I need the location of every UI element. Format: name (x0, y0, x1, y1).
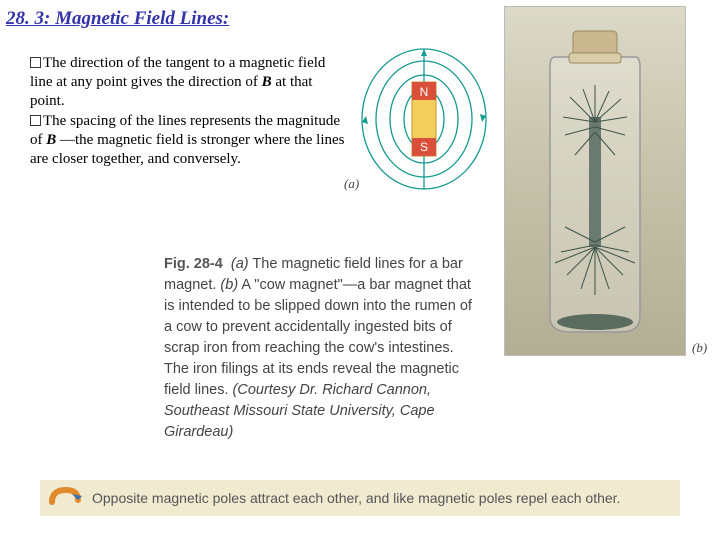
bullet-2: The spacing of the lines represents the … (30, 112, 350, 168)
footer-text: Opposite magnetic poles attract each oth… (92, 490, 620, 506)
bullet-box-icon (30, 115, 41, 126)
caption-body-b: A "cow magnet"—a bar magnet that is inte… (164, 277, 472, 398)
body-text: The direction of the tangent to a magnet… (30, 54, 350, 171)
field-line-diagram: N S (354, 44, 494, 194)
bullet-2-post: —the magnetic field is stronger where th… (30, 132, 345, 167)
bullet-2-bold: B (46, 132, 56, 148)
subfigure-label-b: (b) (692, 340, 707, 356)
subfigure-label-a: (a) (344, 176, 359, 192)
bullet-1: The direction of the tangent to a magnet… (30, 54, 350, 110)
svg-text:S: S (420, 140, 428, 154)
cow-magnet-photo (504, 6, 686, 356)
svg-text:N: N (420, 85, 429, 99)
footer-callout: Opposite magnetic poles attract each oth… (40, 480, 680, 516)
bullet-box-icon (30, 57, 41, 68)
figure-number: Fig. 28-4 (164, 256, 223, 272)
figure-caption: Fig. 28-4 (a) The magnetic field lines f… (164, 254, 480, 443)
arrow-swirl-icon (48, 484, 82, 512)
caption-a: (a) (227, 256, 249, 272)
jar-icon (535, 27, 655, 337)
caption-b-label: (b) (220, 277, 238, 293)
bullet-1-bold: B (262, 74, 272, 90)
